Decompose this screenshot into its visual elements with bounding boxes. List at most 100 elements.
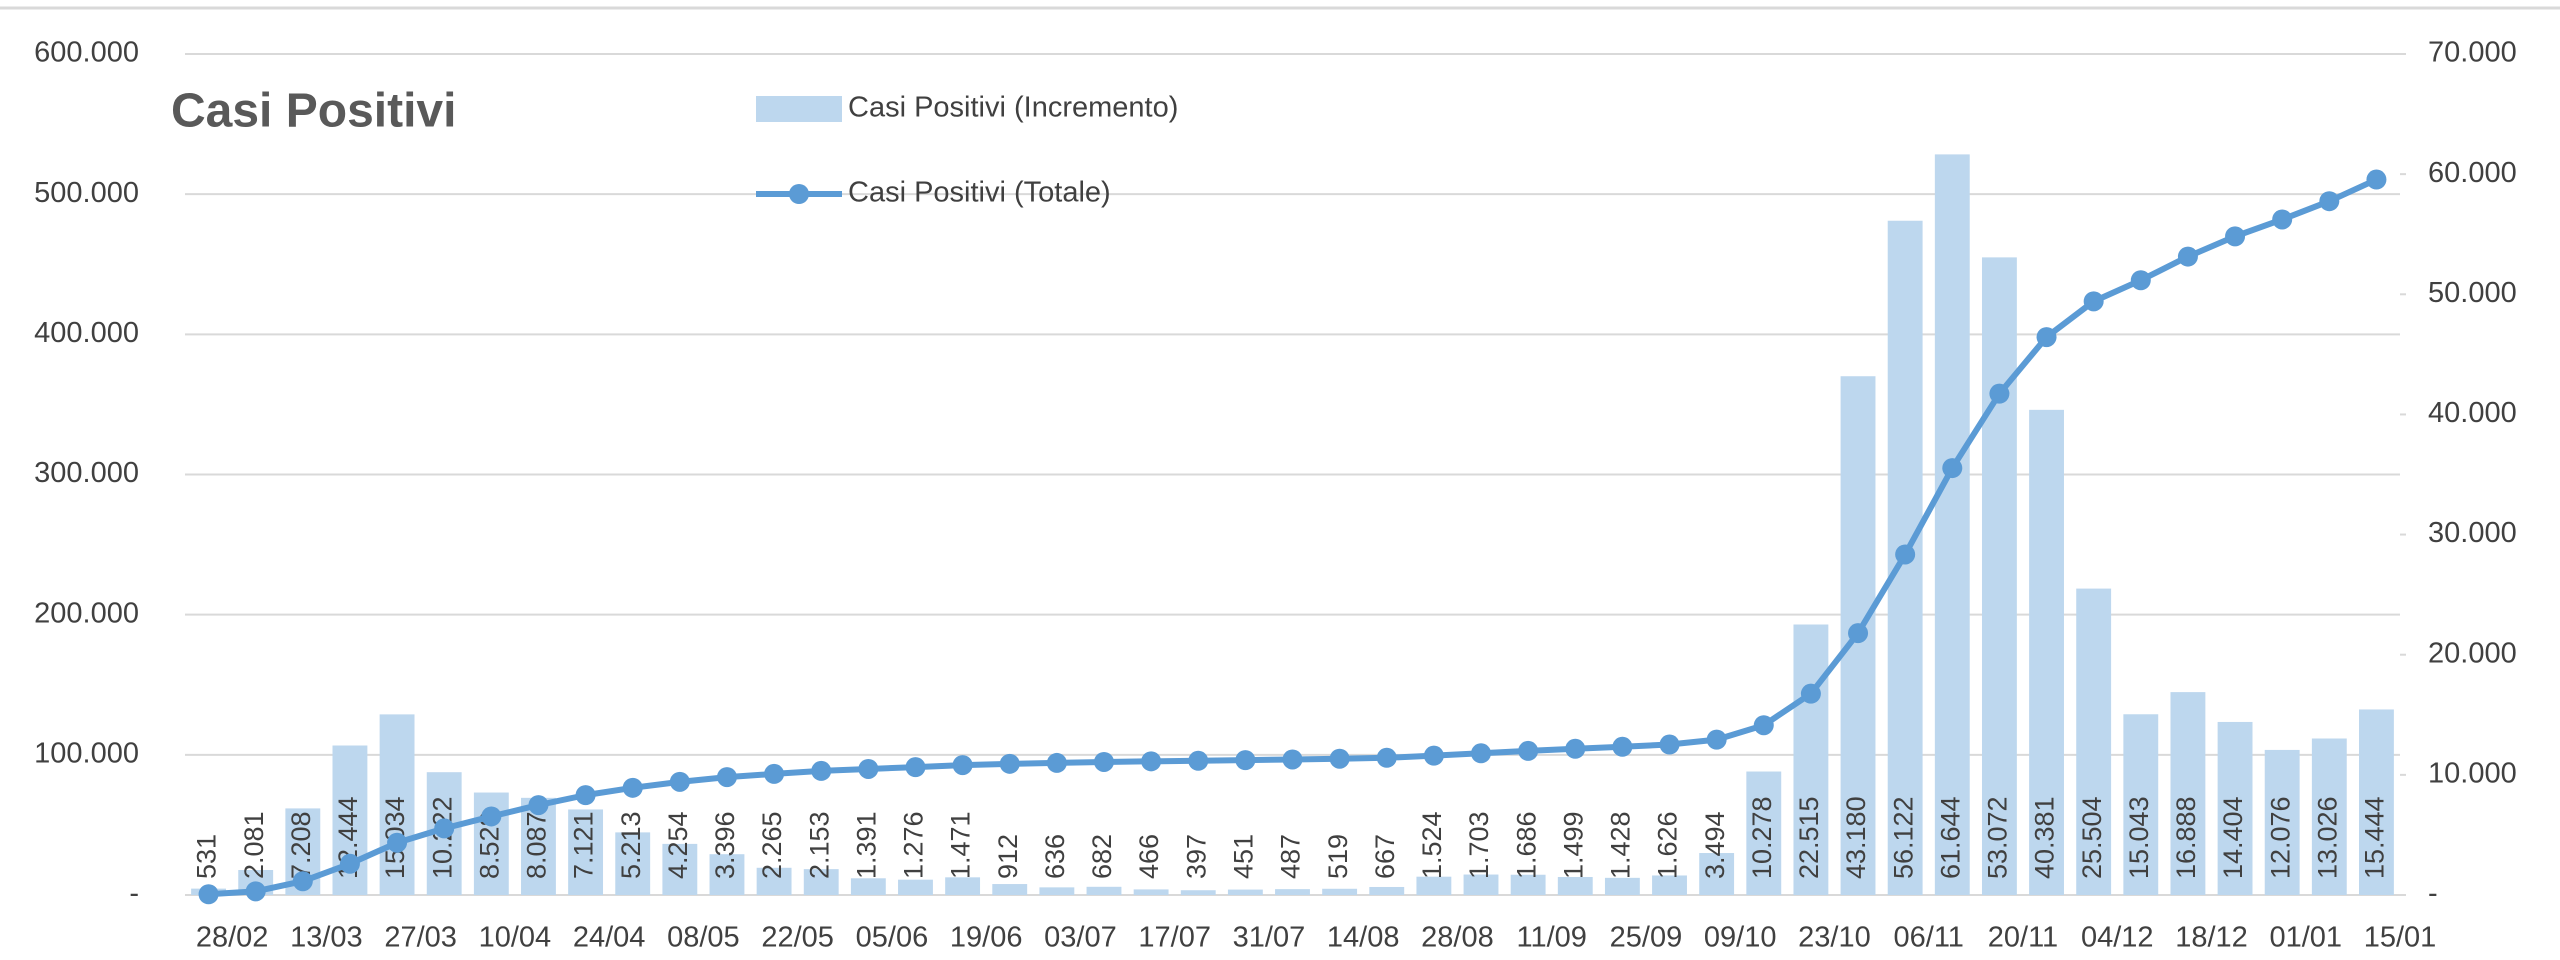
- marker: [1235, 750, 1256, 771]
- data-label: 5.213: [616, 811, 646, 879]
- data-label: 487: [1276, 834, 1306, 879]
- y-tick-label: 600.000: [34, 37, 139, 69]
- data-label: 2.265: [757, 811, 787, 879]
- marker: [2366, 169, 2387, 190]
- bar: [1699, 853, 1735, 895]
- bar: [2358, 709, 2394, 895]
- y-tick-label: 500.000: [34, 177, 139, 209]
- data-label: 3.396: [710, 811, 740, 879]
- marker: [2130, 270, 2151, 291]
- bar: [2029, 409, 2064, 895]
- data-label: 1.471: [946, 811, 976, 879]
- x-tick-label: 22/05: [761, 922, 834, 954]
- marker: [622, 777, 643, 798]
- bar: [1086, 886, 1122, 895]
- bar: [1416, 876, 1452, 895]
- x-tick-label: 06/11: [1894, 922, 1964, 954]
- y-tick-label: 300.000: [34, 457, 139, 489]
- x-tick-label: 25/09: [1610, 922, 1683, 954]
- marker: [1046, 752, 1067, 773]
- marker: [2225, 226, 2246, 247]
- bar: [1793, 624, 1829, 895]
- x-tick-label: 03/07: [1044, 922, 1117, 954]
- data-label: 531: [192, 834, 222, 879]
- x-tick-label: 23/10: [1798, 922, 1871, 954]
- data-label: 519: [1323, 834, 1353, 879]
- y2-tick-label: -: [2428, 878, 2438, 910]
- marker: [481, 806, 502, 827]
- data-label: 10.278: [1747, 796, 1777, 879]
- data-label: 451: [1228, 834, 1258, 879]
- marker: [1659, 734, 1680, 755]
- bar: [945, 877, 981, 895]
- x-tick-label: 17/07: [1138, 922, 1211, 954]
- data-label: 14.404: [2218, 796, 2248, 879]
- bar: [1557, 876, 1593, 895]
- x-tick-label: 20/11: [1988, 922, 2058, 954]
- marker: [905, 757, 926, 778]
- x-tick-label: 18/12: [2175, 922, 2248, 954]
- x-tick-label: 05/06: [856, 922, 929, 954]
- marker: [858, 758, 879, 779]
- marker: [575, 785, 596, 806]
- bar: [615, 832, 651, 895]
- marker: [2177, 246, 2198, 267]
- data-label: 397: [1181, 834, 1211, 879]
- y2-tick-label: 20.000: [2428, 637, 2517, 669]
- marker: [669, 771, 690, 792]
- marker: [292, 871, 313, 892]
- bar: [1369, 886, 1405, 895]
- data-label: 16.888: [2171, 796, 2201, 879]
- x-tick-label: 27/03: [384, 922, 457, 954]
- x-tick-label: 11/09: [1516, 922, 1586, 954]
- marker: [1376, 747, 1397, 768]
- bar: [2123, 714, 2159, 895]
- data-label: 912: [993, 834, 1023, 879]
- data-label: 1.626: [1653, 811, 1683, 879]
- data-label: 1.499: [1558, 811, 1588, 879]
- x-tick-label: 04/12: [2081, 922, 2154, 954]
- x-tick-label: 19/06: [950, 922, 1023, 954]
- data-label: 25.504: [2077, 796, 2107, 879]
- marker: [339, 853, 360, 874]
- legend-swatch: [756, 96, 842, 122]
- data-label: 1.428: [1606, 811, 1636, 879]
- bar: [803, 869, 839, 895]
- bar: [850, 878, 886, 895]
- marker: [1188, 750, 1209, 771]
- legend-label: Casi Positivi (Incremento): [848, 92, 1178, 124]
- bar: [1180, 890, 1216, 895]
- bar: [898, 879, 933, 895]
- marker: [1282, 749, 1303, 770]
- bar: [1039, 887, 1075, 895]
- x-tick-label: 14/08: [1327, 922, 1400, 954]
- bar: [992, 884, 1028, 895]
- data-label: 1.524: [1417, 811, 1447, 879]
- data-label: 15.444: [2360, 796, 2390, 879]
- marker: [387, 832, 408, 853]
- bar: [2311, 738, 2347, 895]
- bar: [1981, 257, 2017, 896]
- data-label: 56.122: [1888, 796, 1918, 879]
- data-label: 12.076: [2265, 796, 2295, 879]
- data-label: 636: [1040, 834, 1070, 879]
- x-tick-label: 08/05: [667, 922, 740, 954]
- y2-tick-label: 60.000: [2428, 157, 2517, 189]
- bar: [756, 867, 792, 895]
- marker: [952, 755, 973, 776]
- data-label: 43.180: [1841, 796, 1871, 879]
- marker: [434, 818, 455, 839]
- marker: [2272, 209, 2293, 230]
- y2-tick-label: 10.000: [2428, 758, 2517, 790]
- data-label: 8.087: [522, 811, 552, 879]
- x-tick-label: 09/10: [1704, 922, 1777, 954]
- marker: [1800, 683, 1821, 704]
- bar: [1604, 877, 1640, 895]
- marker: [2319, 191, 2340, 212]
- data-label: 1.276: [899, 811, 929, 879]
- data-label: 1.686: [1511, 811, 1541, 879]
- marker: [528, 795, 549, 816]
- bar: [1133, 889, 1169, 895]
- x-tick-label: 28/02: [196, 922, 269, 954]
